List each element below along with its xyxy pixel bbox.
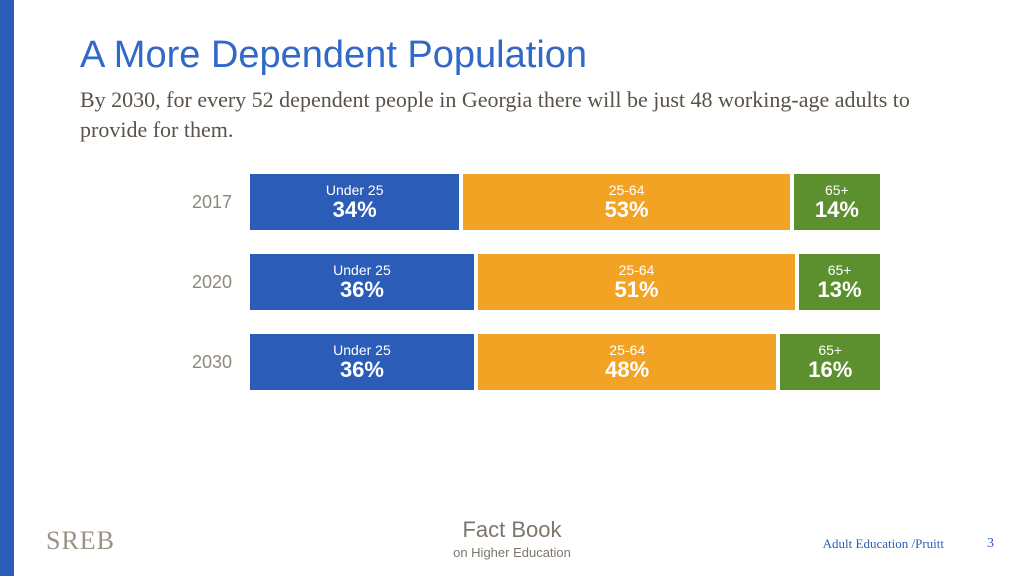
bar-segment: 25-6451% xyxy=(478,254,795,310)
year-label: 2017 xyxy=(180,192,250,213)
credit-text: Adult Education /Pruitt xyxy=(823,536,944,552)
footer: SREB Fact Book on Higher Education Adult… xyxy=(0,510,1024,560)
bar-segment: Under 2536% xyxy=(250,334,474,390)
stacked-bar: Under 2536%25-6451%65+13% xyxy=(250,254,880,310)
factbook-word-1: Fact xyxy=(462,517,505,542)
slide-content: A More Dependent Population By 2030, for… xyxy=(0,0,1024,390)
chart-row: 2030Under 2536%25-6448%65+16% xyxy=(180,334,900,390)
segment-category-label: 25-64 xyxy=(619,263,655,278)
page-number: 3 xyxy=(987,536,994,552)
segment-value-label: 13% xyxy=(818,278,862,302)
chart-row: 2017Under 2534%25-6453%65+14% xyxy=(180,174,900,230)
segment-category-label: Under 25 xyxy=(333,263,391,278)
segment-value-label: 53% xyxy=(605,198,649,222)
segment-value-label: 34% xyxy=(333,198,377,222)
year-label: 2030 xyxy=(180,352,250,373)
segment-category-label: 65+ xyxy=(828,263,852,278)
segment-value-label: 36% xyxy=(340,358,384,382)
chart-row: 2020Under 2536%25-6451%65+13% xyxy=(180,254,900,310)
year-label: 2020 xyxy=(180,272,250,293)
segment-value-label: 48% xyxy=(605,358,649,382)
segment-category-label: 65+ xyxy=(818,343,842,358)
accent-left-bar xyxy=(0,0,14,576)
bar-segment: 65+16% xyxy=(780,334,880,390)
segment-category-label: 65+ xyxy=(825,183,849,198)
bar-segment: Under 2534% xyxy=(250,174,459,230)
page-title: A More Dependent Population xyxy=(80,34,964,77)
segment-value-label: 51% xyxy=(615,278,659,302)
bar-segment: 25-6453% xyxy=(463,174,789,230)
segment-category-label: 25-64 xyxy=(609,183,645,198)
bar-segment: 65+14% xyxy=(794,174,880,230)
segment-category-label: 25-64 xyxy=(609,343,645,358)
bar-segment: 65+13% xyxy=(799,254,880,310)
page-subtitle: By 2030, for every 52 dependent people i… xyxy=(80,85,964,144)
bar-segment: 25-6448% xyxy=(478,334,777,390)
bar-segment: Under 2536% xyxy=(250,254,474,310)
factbook-word-2: Book xyxy=(505,517,561,542)
segment-value-label: 16% xyxy=(808,358,852,382)
stacked-bar-chart: 2017Under 2534%25-6453%65+14%2020Under 2… xyxy=(180,174,900,390)
stacked-bar: Under 2534%25-6453%65+14% xyxy=(250,174,880,230)
segment-value-label: 36% xyxy=(340,278,384,302)
segment-value-label: 14% xyxy=(815,198,859,222)
stacked-bar: Under 2536%25-6448%65+16% xyxy=(250,334,880,390)
segment-category-label: Under 25 xyxy=(333,343,391,358)
segment-category-label: Under 25 xyxy=(326,183,384,198)
